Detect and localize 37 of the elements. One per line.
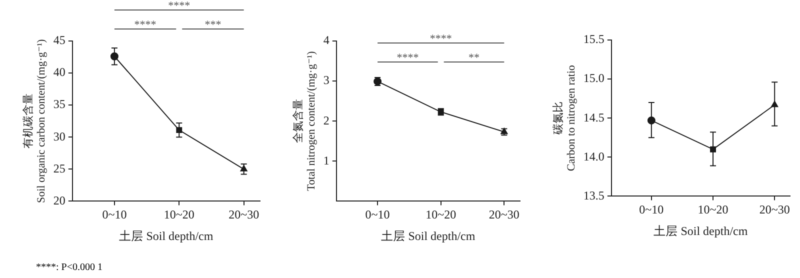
y-tick-label: 4 <box>323 33 330 48</box>
text: **** <box>168 0 190 12</box>
x-tick-label: 10~20 <box>698 202 728 217</box>
x-tick-label: 0~10 <box>102 208 127 222</box>
x-axis-title: 土层 Soil depth/cm <box>119 228 214 243</box>
y-tick-label: 14.0 <box>583 149 604 164</box>
x-tick-label: 20~30 <box>228 208 260 222</box>
x-axis-title: 土层 Soil depth/cm <box>654 224 748 238</box>
y-tick-label: 40 <box>53 65 66 80</box>
annotation: ** <box>468 52 480 64</box>
y-axis-title: 有机碳含量 Soil organic carbon content/(mg·g⁻¹) <box>21 38 48 203</box>
x-tick-label: 0~10 <box>365 208 390 222</box>
x-tick-label: 10~20 <box>426 208 456 222</box>
text: ****: P<0.000 1 <box>36 262 102 273</box>
y-tick-label: 20 <box>53 193 66 208</box>
x-tick-label: 0~10 <box>639 202 664 217</box>
y-tick-label: 14.5 <box>583 110 604 124</box>
y-tick-label: 2 <box>323 113 330 128</box>
annotation: **** <box>396 52 419 64</box>
y-tick-label: 3 <box>323 73 330 88</box>
y-axis-title: 全氮含量 Total nitrogen content/(mg·g⁻¹) <box>291 50 318 191</box>
y-tick-label: 45 <box>53 33 66 48</box>
text: **** <box>134 19 156 31</box>
y-axis-title: 碳氮比 Carbon to nitrogen ratio <box>551 64 578 172</box>
text: *** <box>204 19 222 31</box>
y-tick-label: 15.0 <box>583 71 604 86</box>
y-tick-label: 1 <box>323 153 330 168</box>
y-tick-label: 15.5 <box>583 32 604 46</box>
x-tick-label: 20~30 <box>759 202 790 217</box>
y-tick-label: 30 <box>53 129 66 144</box>
y-tick-label: 25 <box>53 161 66 176</box>
y-tick-label: 13.5 <box>583 188 604 202</box>
x-axis-title: 土层 Soil depth/cm <box>381 228 476 243</box>
x-tick-label: 10~20 <box>164 208 194 222</box>
x-tick-label: 20~30 <box>488 208 520 222</box>
y-tick-label: 35 <box>53 97 66 112</box>
annotation: **** <box>430 33 452 45</box>
